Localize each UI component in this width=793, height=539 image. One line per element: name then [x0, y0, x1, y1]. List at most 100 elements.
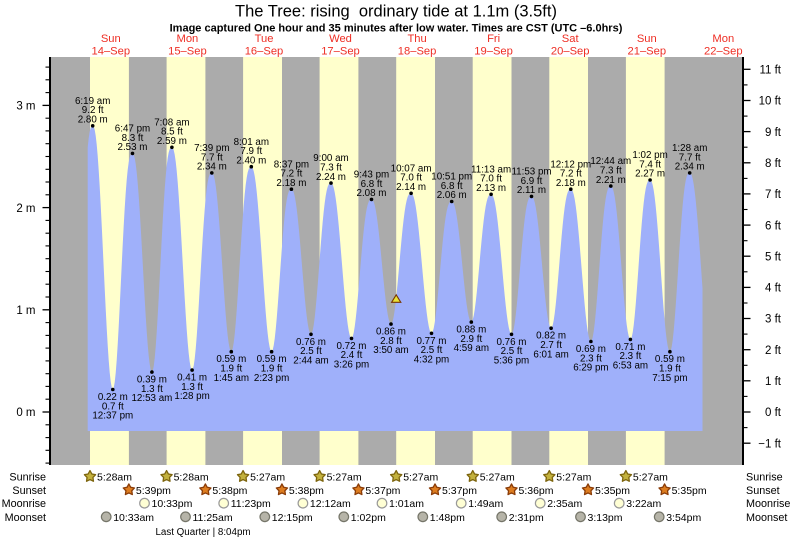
- svg-text:18–Sep: 18–Sep: [398, 46, 437, 58]
- svg-text:6:29 pm: 6:29 pm: [573, 363, 608, 374]
- svg-text:7.0 ft: 7.0 ft: [400, 173, 422, 184]
- svg-text:21–Sep: 21–Sep: [628, 46, 667, 58]
- svg-text:0.69 m: 0.69 m: [576, 344, 606, 355]
- svg-text:4:59 am: 4:59 am: [454, 343, 489, 354]
- svg-text:2.8 ft: 2.8 ft: [380, 336, 402, 347]
- svg-text:7.9 ft: 7.9 ft: [240, 146, 262, 157]
- svg-text:7:39 pm: 7:39 pm: [194, 143, 229, 154]
- svg-text:Sunrise: Sunrise: [746, 472, 783, 484]
- svg-text:Sunset: Sunset: [12, 485, 46, 497]
- svg-text:5:27am: 5:27am: [556, 472, 591, 484]
- svg-text:9 ft: 9 ft: [765, 127, 782, 139]
- svg-text:7.7 ft: 7.7 ft: [201, 152, 223, 163]
- svg-text:3:54pm: 3:54pm: [666, 512, 701, 524]
- svg-text:5:37pm: 5:37pm: [365, 485, 400, 497]
- svg-text:1.9 ft: 1.9 ft: [220, 364, 242, 375]
- svg-text:2.9 ft: 2.9 ft: [460, 334, 482, 345]
- svg-text:4:32 pm: 4:32 pm: [414, 354, 449, 365]
- svg-text:11:23pm: 11:23pm: [231, 498, 271, 510]
- svg-text:1.3 ft: 1.3 ft: [181, 382, 203, 393]
- svg-text:Mon: Mon: [712, 33, 734, 45]
- svg-text:6.9 ft: 6.9 ft: [521, 176, 543, 187]
- svg-text:1:28 pm: 1:28 pm: [174, 391, 209, 402]
- svg-text:Image captured One hour and 35: Image captured One hour and 35 minutes a…: [170, 23, 623, 35]
- svg-text:5:38pm: 5:38pm: [289, 485, 324, 497]
- svg-text:2.08 m: 2.08 m: [357, 188, 387, 199]
- svg-text:12:12 pm: 12:12 pm: [550, 159, 591, 170]
- svg-text:5:36pm: 5:36pm: [519, 485, 554, 497]
- svg-text:12:12am: 12:12am: [310, 498, 351, 510]
- svg-text:2:31pm: 2:31pm: [509, 512, 544, 524]
- svg-text:4 ft: 4 ft: [765, 283, 782, 295]
- svg-text:3:13pm: 3:13pm: [588, 512, 623, 524]
- svg-text:2.13 m: 2.13 m: [476, 183, 506, 194]
- svg-text:0.7 ft: 0.7 ft: [102, 401, 124, 412]
- svg-text:2.40 m: 2.40 m: [236, 155, 266, 166]
- svg-text:8.5 ft: 8.5 ft: [161, 127, 183, 138]
- svg-text:0.71 m: 0.71 m: [615, 342, 645, 353]
- svg-text:2.34 m: 2.34 m: [197, 162, 227, 173]
- svg-text:7 ft: 7 ft: [765, 189, 782, 201]
- svg-text:7.0 ft: 7.0 ft: [480, 174, 502, 185]
- svg-text:16–Sep: 16–Sep: [245, 46, 284, 58]
- svg-text:1:01am: 1:01am: [389, 498, 424, 510]
- svg-text:2:44 am: 2:44 am: [293, 355, 328, 366]
- svg-text:19–Sep: 19–Sep: [474, 46, 513, 58]
- svg-text:2.7 ft: 2.7 ft: [540, 340, 562, 351]
- svg-text:0.82 m: 0.82 m: [536, 331, 566, 342]
- svg-text:0.88 m: 0.88 m: [456, 325, 486, 336]
- svg-text:Moonset: Moonset: [5, 512, 46, 524]
- svg-text:7.3 ft: 7.3 ft: [600, 166, 622, 177]
- svg-text:7.2 ft: 7.2 ft: [560, 169, 582, 180]
- svg-text:1:02pm: 1:02pm: [351, 512, 386, 524]
- svg-text:2.18 m: 2.18 m: [556, 178, 586, 189]
- svg-text:5:27am: 5:27am: [633, 472, 668, 484]
- svg-text:0.39 m: 0.39 m: [137, 375, 167, 386]
- svg-text:2.11 m: 2.11 m: [517, 185, 546, 196]
- svg-text:Sun: Sun: [637, 33, 657, 45]
- svg-text:15–Sep: 15–Sep: [168, 46, 207, 58]
- svg-text:3:22am: 3:22am: [626, 498, 661, 510]
- svg-text:9:00 am: 9:00 am: [313, 153, 348, 164]
- svg-text:2.14 m: 2.14 m: [396, 182, 426, 193]
- svg-text:7:08 am: 7:08 am: [154, 117, 189, 128]
- svg-text:0 m: 0 m: [16, 407, 35, 419]
- svg-text:0.76 m: 0.76 m: [296, 337, 326, 348]
- svg-text:14–Sep: 14–Sep: [92, 46, 131, 58]
- svg-text:2 m: 2 m: [16, 203, 35, 215]
- svg-text:Sunset: Sunset: [746, 485, 780, 497]
- svg-text:7.3 ft: 7.3 ft: [320, 163, 342, 174]
- svg-text:Moonrise: Moonrise: [746, 498, 790, 510]
- svg-text:2.5 ft: 2.5 ft: [421, 345, 443, 356]
- svg-text:20–Sep: 20–Sep: [551, 46, 590, 58]
- svg-text:2.18 m: 2.18 m: [276, 178, 306, 189]
- svg-text:1:49am: 1:49am: [468, 498, 503, 510]
- svg-text:5:27am: 5:27am: [327, 472, 362, 484]
- svg-text:1.9 ft: 1.9 ft: [261, 364, 283, 375]
- svg-text:2.27 m: 2.27 m: [635, 169, 665, 180]
- svg-text:0 ft: 0 ft: [765, 407, 782, 419]
- svg-text:Sunrise: Sunrise: [9, 472, 46, 484]
- svg-text:1 ft: 1 ft: [765, 376, 782, 388]
- svg-text:Last Quarter | 8:04pm: Last Quarter | 8:04pm: [155, 527, 250, 538]
- svg-text:9.2 ft: 9.2 ft: [82, 105, 104, 116]
- svg-text:11:53 pm: 11:53 pm: [511, 167, 551, 178]
- svg-text:5 ft: 5 ft: [765, 251, 782, 263]
- svg-text:3:26 pm: 3:26 pm: [334, 360, 369, 371]
- svg-text:1.9 ft: 1.9 ft: [659, 364, 681, 375]
- svg-text:2.3 ft: 2.3 ft: [580, 353, 602, 364]
- svg-text:8:01 am: 8:01 am: [234, 137, 269, 148]
- svg-text:12:44 am: 12:44 am: [590, 156, 631, 167]
- svg-text:7:15 pm: 7:15 pm: [652, 373, 687, 384]
- svg-text:2:23 pm: 2:23 pm: [254, 373, 289, 384]
- svg-text:8.3 ft: 8.3 ft: [122, 133, 144, 144]
- svg-text:Fri: Fri: [487, 33, 500, 45]
- svg-text:5:27am: 5:27am: [480, 472, 515, 484]
- svg-text:−1 ft: −1 ft: [758, 438, 782, 450]
- svg-text:3 ft: 3 ft: [765, 314, 782, 326]
- svg-text:Tue: Tue: [255, 33, 274, 45]
- svg-text:2.4 ft: 2.4 ft: [341, 350, 363, 361]
- svg-text:6:47 pm: 6:47 pm: [115, 124, 150, 135]
- svg-text:5:27am: 5:27am: [403, 472, 438, 484]
- svg-text:7.2 ft: 7.2 ft: [281, 169, 303, 180]
